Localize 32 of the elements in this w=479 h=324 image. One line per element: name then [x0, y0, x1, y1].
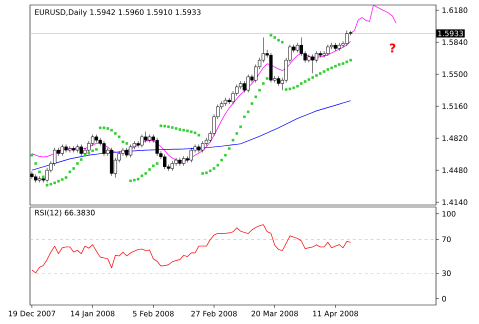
- candlestick: [170, 160, 174, 172]
- candlestick: [125, 148, 128, 158]
- candlestick: [296, 42, 300, 53]
- candlestick: [64, 144, 68, 153]
- candlestick: [52, 148, 56, 166]
- candlestick: [38, 176, 42, 183]
- candlestick: [242, 80, 246, 93]
- candlestick: [334, 42, 338, 52]
- candlestick: [148, 134, 152, 143]
- candlestick: [182, 156, 186, 166]
- candlestick: [326, 44, 330, 56]
- annotation: ?: [390, 44, 396, 52]
- candlestick: [345, 30, 349, 46]
- candlestick: [87, 140, 91, 153]
- candlestick: [110, 148, 114, 176]
- candlestick: [80, 144, 83, 156]
- candlestick: [140, 134, 144, 148]
- candlestick: [190, 148, 193, 163]
- candlestick: [144, 131, 148, 143]
- candlestick: [276, 76, 280, 86]
- candlestick: [200, 140, 204, 153]
- candlestick: [246, 74, 250, 93]
- candlestick: [163, 154, 166, 170]
- candlestick: [60, 144, 64, 156]
- line-series: [350, 4, 397, 34]
- candlestick: [300, 37, 303, 56]
- candlestick: [76, 144, 80, 153]
- candlestick: [311, 54, 314, 74]
- candlestick: [102, 140, 106, 156]
- candlestick: [128, 144, 132, 158]
- candlestick: [90, 134, 94, 146]
- candlestick: [155, 138, 159, 156]
